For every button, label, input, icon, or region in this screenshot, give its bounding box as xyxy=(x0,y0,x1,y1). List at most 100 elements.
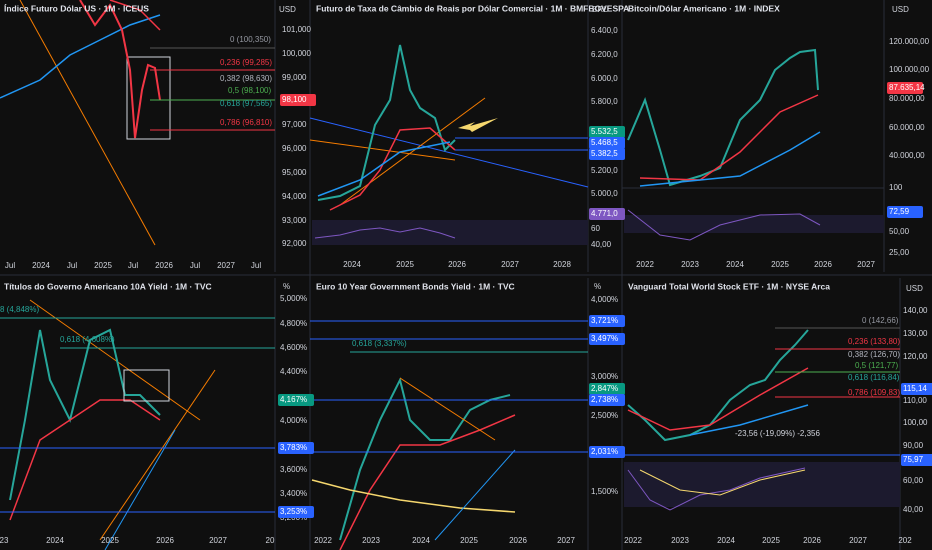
y-tick-label: 4,000% xyxy=(591,295,618,304)
price-tag xyxy=(278,506,314,518)
y-tick-label: 6.200,0 xyxy=(591,50,618,59)
y-tick-label: 100 xyxy=(889,183,903,192)
y-tick-label: 40.000,00 xyxy=(889,151,925,160)
x-tick-label: 2023 xyxy=(362,536,380,545)
fib-label: 0,786 (109,83) xyxy=(848,388,900,397)
trend-line xyxy=(309,139,456,161)
x-tick-label: 2027 xyxy=(209,536,227,545)
ma-line xyxy=(317,141,451,197)
panel-title: Futuro de Taxa de Câmbio de Reais por Dó… xyxy=(316,3,629,13)
price-line xyxy=(317,44,456,201)
price-line xyxy=(9,328,161,501)
y-tick-label: 120,00 xyxy=(903,352,928,361)
price-tag xyxy=(589,148,625,160)
x-tick-label: 2023 xyxy=(681,260,699,269)
price-tag xyxy=(589,446,625,458)
price-tag-label: 3,721% xyxy=(591,316,618,325)
x-tick-label: 2023 xyxy=(671,536,689,545)
x-tick-label: 2026 xyxy=(509,536,527,545)
price-tag xyxy=(589,126,625,138)
y-tick-label: 4,400% xyxy=(280,367,307,376)
fib-label: 0,618 (116,84) xyxy=(848,373,900,382)
fib-label: 0,382 (126,70) xyxy=(848,350,900,359)
fib-label: 0,786 (96,810) xyxy=(220,118,272,127)
x-tick-label: Jul xyxy=(5,261,15,270)
x-tick-label: 2025 xyxy=(460,536,478,545)
price-line xyxy=(339,377,511,541)
oscillator-pane xyxy=(312,220,588,245)
price-tag xyxy=(901,454,932,466)
y-tick-label: 96,000 xyxy=(282,144,307,153)
ma-line xyxy=(0,14,161,99)
price-tag-label: 4,167% xyxy=(280,395,307,404)
trend-line xyxy=(104,429,176,550)
currency-label: USD xyxy=(906,284,923,293)
ma-line xyxy=(639,469,806,496)
price-tag xyxy=(278,394,314,406)
y-tick-label: 4,600% xyxy=(280,343,307,352)
x-tick-label: 2027 xyxy=(849,536,867,545)
trend-line xyxy=(434,449,516,541)
y-tick-label: 94,000 xyxy=(282,192,307,201)
oscillator xyxy=(627,209,821,241)
y-tick-label: 4,800% xyxy=(280,319,307,328)
ma-line xyxy=(639,131,821,187)
price-tag-label: 115,14 xyxy=(903,384,927,393)
price-line xyxy=(79,0,161,139)
x-tick-label: 2024 xyxy=(32,261,50,270)
currency-label: % xyxy=(594,282,601,291)
x-tick-label: 2025 xyxy=(396,260,414,269)
price-tag-label: 2,738% xyxy=(591,395,618,404)
price-line xyxy=(627,48,819,187)
y-tick-label: 40,00 xyxy=(903,505,924,514)
fib-label: 0,618 (97,565) xyxy=(220,99,272,108)
y-tick-label: 2,500% xyxy=(591,411,618,420)
x-tick-label: 2025 xyxy=(771,260,789,269)
price-tag xyxy=(280,94,316,106)
x-tick-label: 2022 xyxy=(636,260,654,269)
currency-label: USD xyxy=(892,5,909,14)
x-tick-label: 2022 xyxy=(624,536,642,545)
price-tag-label: 5.532,5 xyxy=(591,127,618,136)
y-tick-label: 3,600% xyxy=(280,465,307,474)
y-tick-label: 60 xyxy=(591,224,600,233)
y-tick-label: 3,400% xyxy=(280,489,307,498)
range-box xyxy=(123,369,170,402)
trend-line xyxy=(19,0,156,246)
price-tag-label: 2,847% xyxy=(591,384,618,393)
x-tick-label: 2026 xyxy=(814,260,832,269)
currency-label: USD xyxy=(279,5,296,14)
price-tag-label: 5.468,5 xyxy=(591,138,618,147)
fib-label: 0,236 (133,80) xyxy=(848,337,900,346)
y-tick-label: 92,000 xyxy=(282,239,307,248)
price-tag xyxy=(589,394,625,406)
x-tick-label: Jul xyxy=(190,261,200,270)
y-tick-label: 90,00 xyxy=(903,441,924,450)
fib-label: 0,5 (121,77) xyxy=(855,361,898,370)
range-box xyxy=(126,56,171,140)
price-tag xyxy=(901,383,932,395)
price-line xyxy=(627,329,809,442)
x-tick-label: 2025 xyxy=(762,536,780,545)
price-tag xyxy=(589,333,625,345)
y-tick-label: 97,000 xyxy=(282,120,307,129)
x-tick-label: Jul xyxy=(251,261,261,270)
x-tick-label: 2024 xyxy=(46,536,64,545)
x-tick-label: 2024 xyxy=(343,260,361,269)
price-tag xyxy=(278,442,314,454)
panel-title: Vanguard Total World Stock ETF · 1M · NY… xyxy=(628,281,830,291)
y-tick-label: 3,000% xyxy=(591,372,618,381)
x-tick-label: 2025 xyxy=(101,536,119,545)
price-tag xyxy=(589,137,625,149)
currency-label: % xyxy=(283,282,290,291)
y-tick-label: 130,00 xyxy=(903,329,928,338)
trend-line xyxy=(29,299,201,421)
fib-label: -23,56 (-19,09%) -2,356 xyxy=(735,429,820,438)
y-tick-label: 5,000% xyxy=(280,294,307,303)
y-tick-label: 4,000% xyxy=(280,416,307,425)
fib-label: 0 (100,350) xyxy=(230,35,271,44)
fib-label: 0 (142,66) xyxy=(862,316,899,325)
y-tick-label: 80.000,00 xyxy=(889,94,925,103)
price-tag-label: 72,59 xyxy=(889,207,910,216)
